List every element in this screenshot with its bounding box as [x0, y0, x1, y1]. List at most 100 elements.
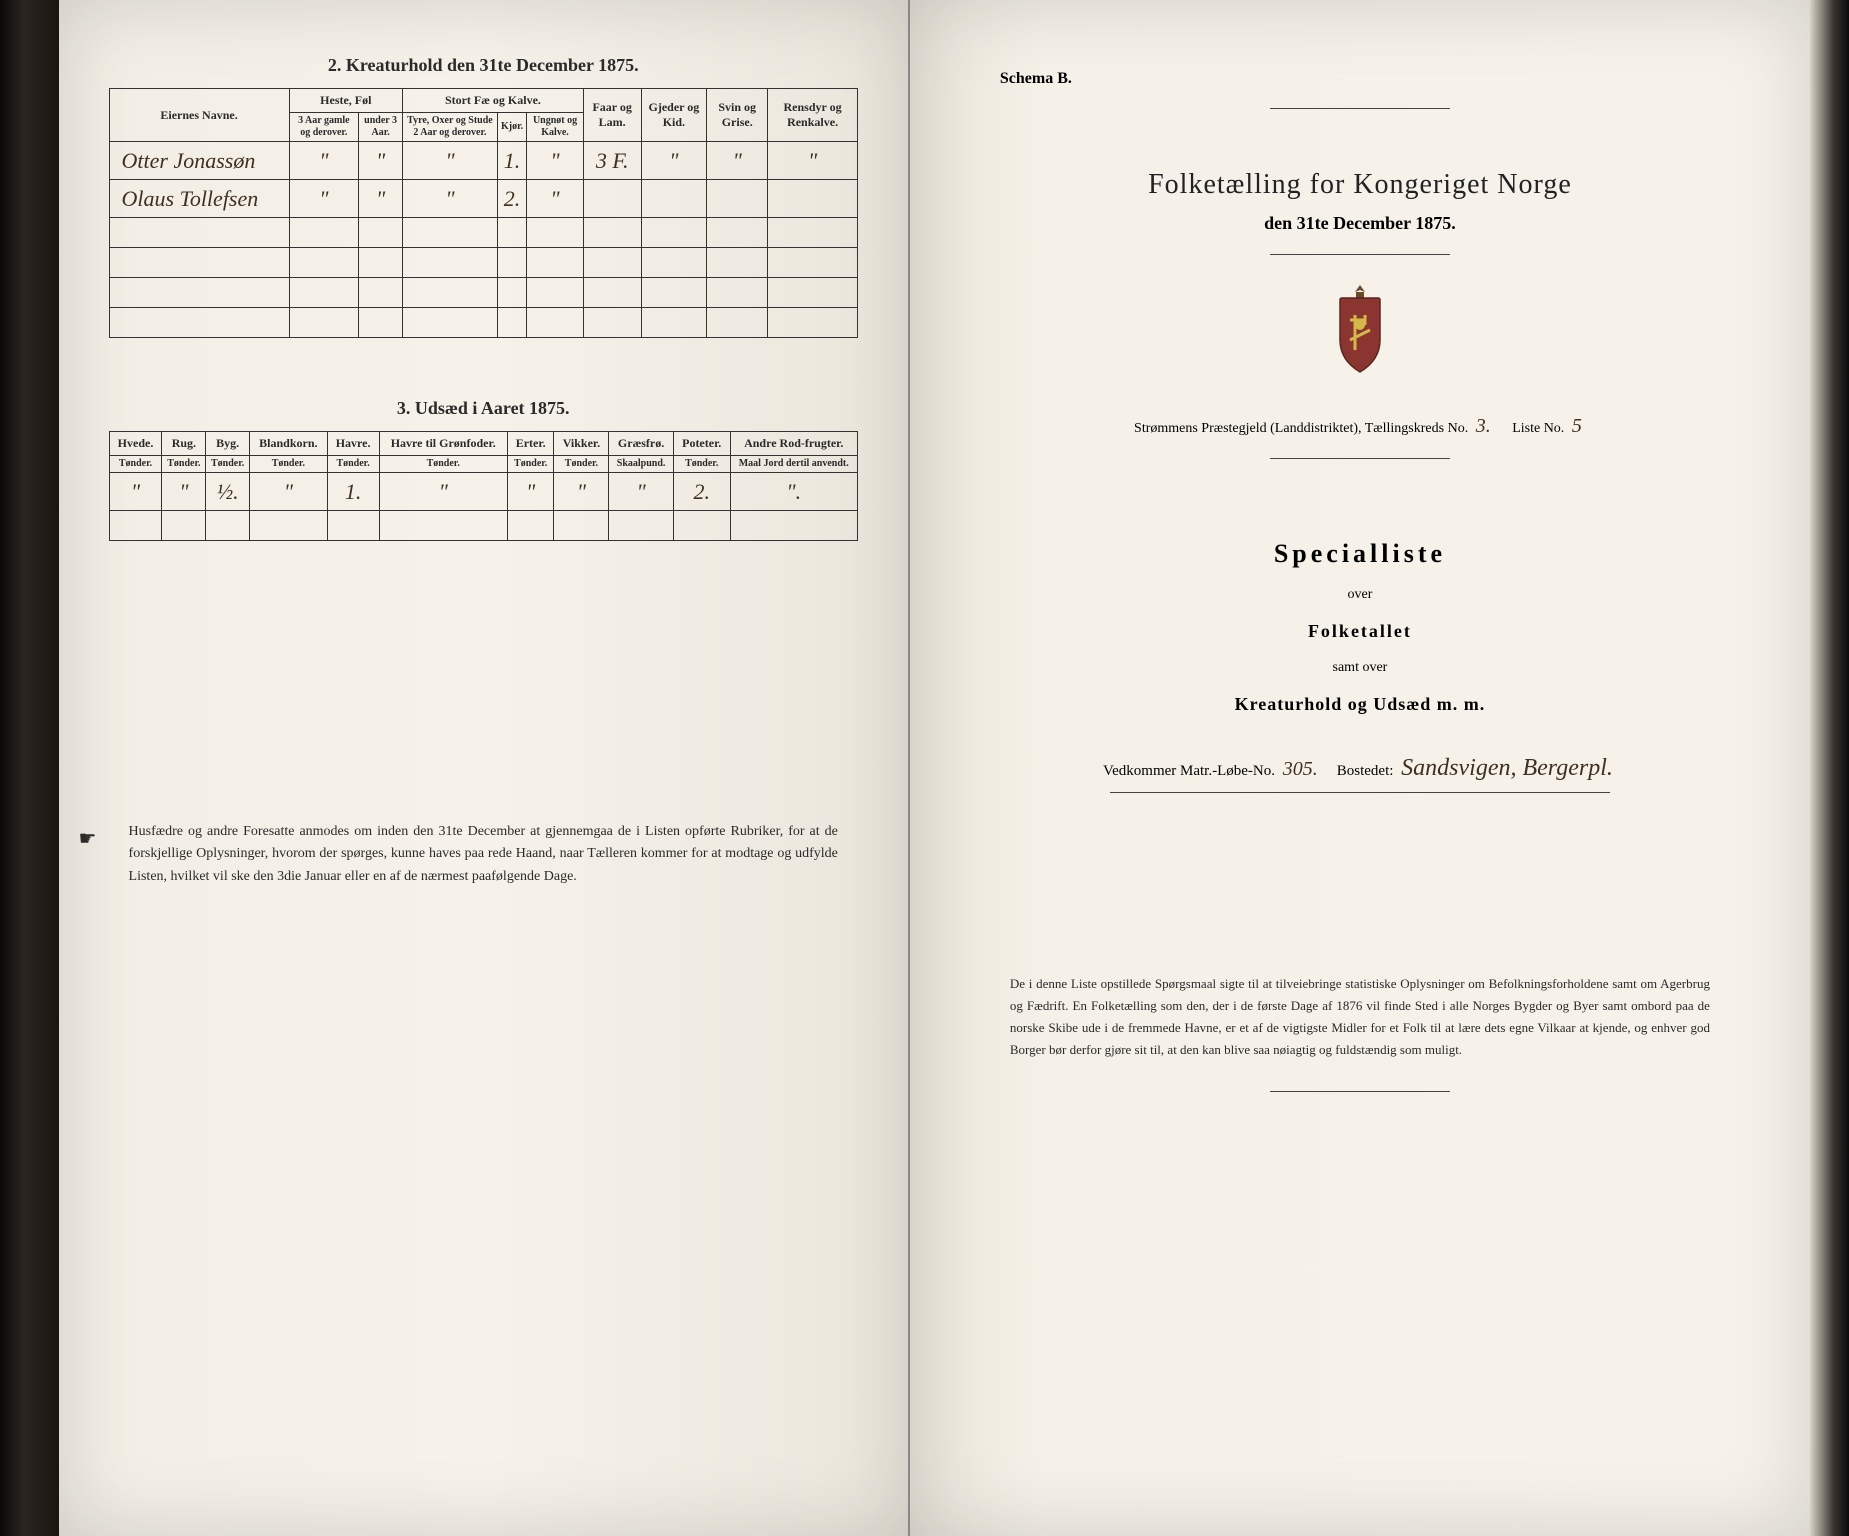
- matr-line: Vedkommer Matr.-Løbe-No. 305. Bostedet: …: [960, 755, 1760, 782]
- table-row: " " ½. " 1. " " " " 2. ".: [109, 473, 857, 511]
- th-unit: Tønder.: [673, 456, 730, 473]
- divider: [1270, 458, 1450, 459]
- census-date: den 31te December 1875.: [960, 213, 1760, 234]
- cell: [768, 180, 858, 218]
- schema-label: Schema B.: [1000, 70, 1760, 88]
- th: Havre.: [327, 432, 379, 456]
- th-stort: Stort Fæ og Kalve.: [403, 89, 584, 113]
- cell: [641, 180, 707, 218]
- th: Blandkorn.: [250, 432, 328, 456]
- cell-name: Olaus Tollefsen: [109, 180, 289, 218]
- cell: ": [250, 473, 328, 511]
- specialliste-title: Specialliste: [960, 539, 1760, 569]
- th-heste-2: under 3 Aar.: [359, 113, 403, 142]
- section3-title: 3. Udsæd i Aaret 1875.: [109, 398, 858, 419]
- footer-text: Husfædre og andre Foresatte anmodes om i…: [129, 824, 838, 884]
- cell: ": [707, 142, 768, 180]
- section2-title: 2. Kreaturhold den 31te December 1875.: [109, 55, 858, 76]
- th-heste: Heste, Føl: [289, 89, 403, 113]
- table-row: [109, 511, 857, 541]
- cell: ": [289, 142, 359, 180]
- th: Græsfrø.: [609, 432, 674, 456]
- table-row: Hvede. Rug. Byg. Blandkorn. Havre. Havre…: [109, 432, 857, 456]
- cell: ": [379, 473, 507, 511]
- right-page: Schema B. Folketælling for Kongeriget No…: [910, 0, 1810, 1536]
- table-udsaed: Hvede. Rug. Byg. Blandkorn. Havre. Havre…: [109, 431, 858, 541]
- kreds-no: 3.: [1472, 415, 1495, 437]
- th: Rug.: [162, 432, 206, 456]
- liste-label: Liste No.: [1512, 421, 1564, 436]
- th-rensdyr: Rensdyr og Renkalve.: [768, 89, 858, 142]
- table-row: [109, 218, 857, 248]
- cell: ".: [730, 473, 857, 511]
- cell: 1.: [497, 142, 527, 180]
- th-svin: Svin og Grise.: [707, 89, 768, 142]
- kreatur-label: Kreaturhold og Udsæd m. m.: [960, 694, 1760, 715]
- over-label: over: [960, 587, 1760, 603]
- table-row: [109, 248, 857, 278]
- cell-name: Otter Jonassøn: [109, 142, 289, 180]
- footer-note-left: ☛ Husfædre og andre Foresatte anmodes om…: [109, 821, 858, 888]
- th-heste-1: 3 Aar gamle og derover.: [289, 113, 359, 142]
- th-unit: Tønder.: [206, 456, 250, 473]
- bosted: Sandsvigen, Bergerpl.: [1397, 755, 1617, 781]
- district-line: Strømmens Præstegjeld (Landdistriktet), …: [960, 415, 1760, 438]
- th-unit: Tønder.: [554, 456, 609, 473]
- bosted-label: Bostedet:: [1337, 763, 1394, 779]
- divider: [1270, 254, 1450, 255]
- th-unit: Skaalpund.: [609, 456, 674, 473]
- th: Hvede.: [109, 432, 162, 456]
- cell: ": [527, 142, 583, 180]
- right-binding: [1810, 0, 1849, 1536]
- matr-no: 305.: [1279, 758, 1322, 780]
- table-row: Olaus Tollefsen " " " 2. ": [109, 180, 857, 218]
- folketallet-label: Folketallet: [960, 621, 1760, 642]
- left-page: 2. Kreaturhold den 31te December 1875. E…: [59, 0, 910, 1536]
- divider: [1110, 792, 1610, 793]
- th: Poteter.: [673, 432, 730, 456]
- cell: ": [768, 142, 858, 180]
- cell: 2.: [497, 180, 527, 218]
- cell: 3 F.: [583, 142, 641, 180]
- matr-label: Vedkommer Matr.-Løbe-No.: [1103, 763, 1275, 779]
- th: Vikker.: [554, 432, 609, 456]
- left-binding: [0, 0, 59, 1536]
- th-stort-3: Ungnøt og Kalve.: [527, 113, 583, 142]
- census-title: Folketælling for Kongeriget Norge: [960, 169, 1760, 201]
- cell: ": [527, 180, 583, 218]
- cell: ": [403, 180, 498, 218]
- footer-note-right: De i denne Liste opstillede Spørgsmaal s…: [960, 973, 1760, 1061]
- th-unit: Tønder.: [162, 456, 206, 473]
- th-unit: Maal Jord dertil anvendt.: [730, 456, 857, 473]
- th-unit: Tønder.: [109, 456, 162, 473]
- book-spread: 2. Kreaturhold den 31te December 1875. E…: [0, 0, 1849, 1536]
- coat-of-arms-icon: [960, 280, 1760, 385]
- cell: [707, 180, 768, 218]
- cell: ": [359, 180, 403, 218]
- th-unit: Tønder.: [507, 456, 554, 473]
- th-name: Eiernes Navne.: [109, 89, 289, 142]
- th-gjeder: Gjeder og Kid.: [641, 89, 707, 142]
- cell: 2.: [673, 473, 730, 511]
- cell: ": [109, 473, 162, 511]
- th: Byg.: [206, 432, 250, 456]
- cell: ": [507, 473, 554, 511]
- cell: ": [403, 142, 498, 180]
- cell: ": [162, 473, 206, 511]
- cell: 1.: [327, 473, 379, 511]
- table-row: Otter Jonassøn " " " 1. " 3 F. " " ": [109, 142, 857, 180]
- th-unit: Tønder.: [250, 456, 328, 473]
- th: Andre Rod-frugter.: [730, 432, 857, 456]
- cell: [583, 180, 641, 218]
- table-row: [109, 308, 857, 338]
- cell: ": [641, 142, 707, 180]
- pointing-hand-icon: ☛: [79, 823, 97, 855]
- cell: ": [289, 180, 359, 218]
- divider: [1270, 108, 1450, 109]
- liste-no: 5: [1568, 415, 1586, 437]
- table-row: Tønder. Tønder. Tønder. Tønder. Tønder. …: [109, 456, 857, 473]
- divider: [1270, 1091, 1450, 1092]
- samt-label: samt over: [960, 660, 1760, 676]
- table-row: [109, 278, 857, 308]
- th: Erter.: [507, 432, 554, 456]
